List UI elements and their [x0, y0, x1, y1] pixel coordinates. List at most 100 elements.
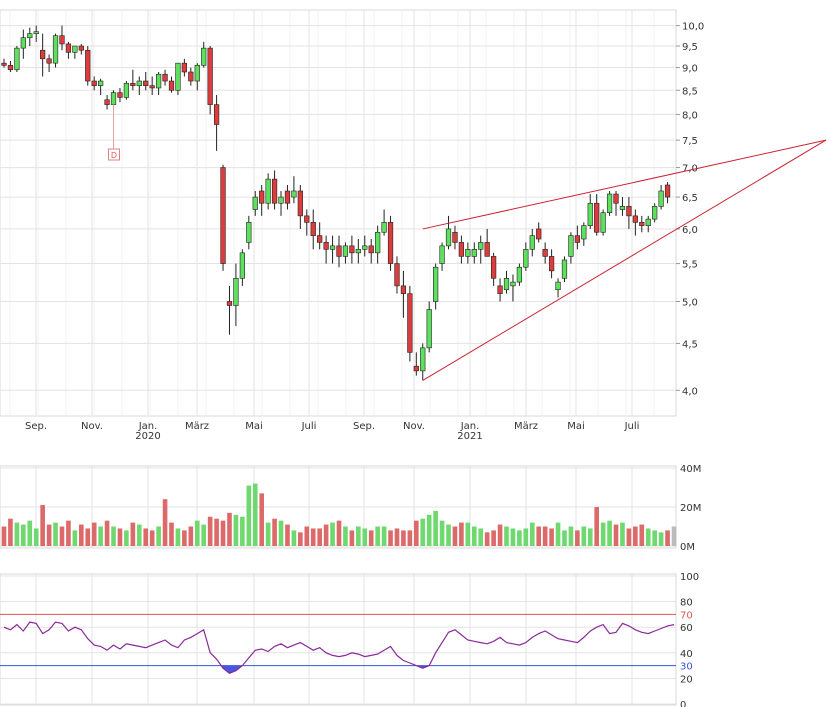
volume-bar [478, 528, 484, 546]
volume-bar [523, 528, 529, 546]
candle-body [478, 242, 484, 250]
volume-bar [639, 524, 645, 546]
x-tick-label: Jan. [138, 421, 158, 432]
volume-bar [555, 522, 561, 546]
candle-body [246, 222, 252, 243]
volume-bar [66, 520, 71, 546]
volume-bar [536, 526, 542, 546]
candle-body [310, 222, 316, 236]
candle-body [510, 281, 516, 287]
candle-body [561, 259, 568, 279]
volume-bar [381, 526, 387, 546]
volume-bar [446, 524, 451, 546]
volume-bar [72, 530, 78, 546]
volume-bar [594, 507, 600, 546]
x-tick-label: Sep. [353, 421, 375, 432]
y-tick-label: 6,0 [682, 225, 698, 236]
candle-body [349, 245, 355, 254]
rsi-y-tick-label: 100 [680, 572, 699, 583]
candle-body [220, 167, 226, 264]
y-tick-label: 8,0 [682, 110, 698, 121]
volume-bar [645, 528, 651, 546]
x-tick-label: Sep. [25, 421, 47, 432]
candle-body [130, 83, 136, 86]
volume-bar [562, 530, 567, 546]
candle-body [271, 178, 278, 204]
trendline [422, 139, 827, 230]
volume-bar [259, 493, 265, 546]
volume-bar [575, 530, 580, 546]
volume-bar [304, 526, 310, 546]
volume-bar [278, 520, 284, 546]
volume-bar [330, 522, 335, 546]
x-tick-label: März [514, 421, 538, 432]
candle-body [188, 71, 194, 82]
volume-bar [227, 512, 232, 546]
volume-bar [169, 522, 174, 546]
candle-body [355, 249, 361, 254]
volume-bar [375, 526, 380, 546]
candle-body [400, 285, 407, 294]
volume-bar [21, 524, 26, 546]
dividend-marker-label: D [111, 151, 117, 160]
candle-body [439, 245, 445, 264]
candle-body [317, 235, 323, 243]
candle-body [342, 245, 349, 257]
x-tick-year: 2020 [135, 431, 160, 442]
volume-bar [246, 485, 252, 546]
volume-bar [46, 524, 52, 546]
volume-bar [568, 526, 574, 546]
volume-bar [298, 532, 303, 546]
candle-body [490, 256, 497, 279]
volume-bar [587, 528, 593, 546]
candle-body [645, 218, 651, 226]
volume-bar [413, 520, 419, 546]
candle-body [78, 45, 84, 51]
candle-body [14, 47, 20, 71]
volume-bar [491, 530, 496, 546]
candle-body [162, 73, 168, 82]
candle-body [104, 99, 110, 105]
rsi-y-tick-label: 60 [680, 623, 693, 634]
volume-bar [33, 528, 39, 546]
x-tick-label: Mai [567, 421, 585, 432]
candle-body [149, 85, 155, 89]
candle-body [639, 222, 645, 226]
volume-bar [607, 520, 612, 546]
rsi-y-tick-label: 40 [680, 649, 693, 660]
volume-bar [459, 522, 464, 546]
volume-bar [620, 522, 625, 546]
candle-body [420, 347, 426, 372]
volume-bar [510, 528, 516, 546]
x-tick-label: Nov. [81, 421, 103, 432]
candle-body [523, 249, 529, 268]
candle-body [465, 249, 471, 257]
candle-body [548, 256, 555, 272]
candle-body [606, 193, 613, 213]
candle-body [619, 206, 626, 210]
volume-bar [124, 530, 129, 546]
rsi-reference-label: 30 [680, 662, 693, 673]
volume-bar [98, 526, 103, 546]
volume-bar [484, 532, 490, 546]
x-tick-label: März [185, 421, 209, 432]
x-tick-label: Juli [624, 421, 640, 432]
volume-bar [143, 528, 149, 546]
candle-body [239, 252, 245, 279]
volume-bar [401, 530, 406, 546]
candle-body [52, 35, 59, 64]
candle-body [600, 212, 606, 233]
volume-bar [117, 528, 123, 546]
candle-body [110, 92, 117, 105]
candle-body [297, 190, 303, 217]
y-tick-label: 7,0 [682, 164, 698, 175]
candle-body [40, 49, 46, 60]
y-tick-label: 4,5 [682, 339, 698, 350]
candle-body [7, 65, 14, 71]
candle-body [426, 309, 432, 349]
volume-bar [517, 530, 522, 546]
rsi-plot-area [0, 573, 677, 706]
y-tick-label: 5,0 [682, 297, 698, 308]
volume-bar [426, 514, 432, 546]
candle-body [226, 301, 233, 306]
